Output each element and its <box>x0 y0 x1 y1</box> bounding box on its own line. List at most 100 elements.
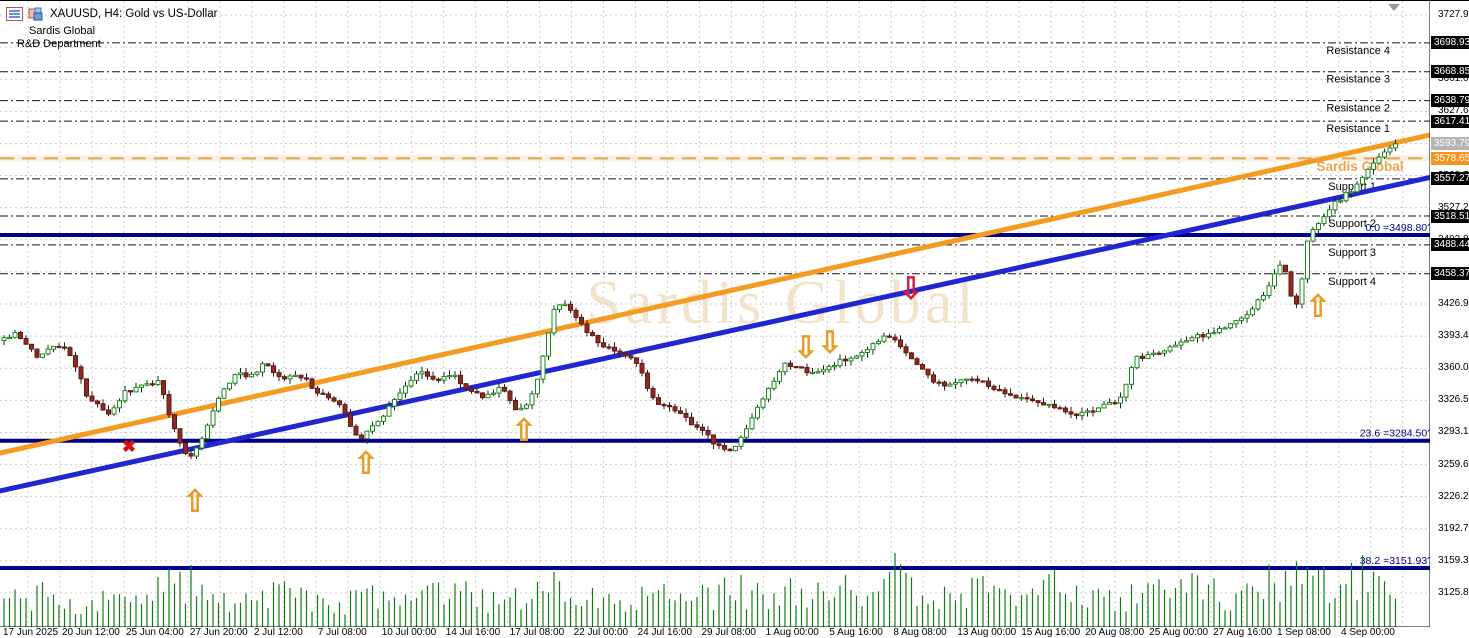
candle-down <box>326 393 331 399</box>
candle-down <box>991 385 997 391</box>
candle-down <box>315 387 320 394</box>
candle-up <box>1167 346 1173 352</box>
chart-type-icon[interactable] <box>28 7 45 21</box>
candle-down <box>480 392 485 399</box>
candle-down <box>95 400 100 405</box>
candle-up <box>397 392 403 401</box>
candle-up <box>1145 353 1151 359</box>
candle-down <box>931 374 936 383</box>
candle-down <box>1057 407 1063 410</box>
candle-down <box>606 346 612 349</box>
candle-down <box>18 331 23 339</box>
candle-up <box>1261 294 1266 301</box>
candle-up <box>216 397 221 412</box>
time-axis-label: 20 Aug 08:00 <box>1085 627 1145 638</box>
candle-down <box>628 355 634 359</box>
candle-up <box>1162 350 1167 354</box>
up-arrow-marker[interactable]: ⇧ <box>511 414 536 447</box>
down-arrow-marker[interactable]: ⇩ <box>898 272 923 305</box>
candle-down <box>689 416 694 426</box>
candle-up <box>238 372 243 376</box>
candle-down <box>694 424 700 428</box>
time-axis-label: 2 Jul 12:00 <box>253 627 303 638</box>
candle-down <box>1140 355 1145 359</box>
time-axis-label: 29 Jul 08:00 <box>701 627 757 638</box>
candle-up <box>1123 383 1129 398</box>
quotes-list-icon[interactable] <box>6 7 23 21</box>
candle-down <box>799 366 804 369</box>
candle-up <box>1365 168 1371 178</box>
candle-up <box>260 363 265 373</box>
time-axis-label: 25 Jun 04:00 <box>125 627 184 638</box>
candle-up <box>1382 151 1387 158</box>
candle-up <box>1354 183 1360 193</box>
level-label: Support 4 <box>1328 276 1376 288</box>
fib-label: 0.0 =3498.80? <box>1366 222 1434 234</box>
candle-down <box>1074 413 1079 417</box>
candle-down <box>1024 397 1030 400</box>
candle-down <box>1030 398 1035 402</box>
price-tick-label: 3259.65 <box>1438 458 1469 470</box>
candle-down <box>986 380 991 387</box>
time-axis-label: 7 Jul 08:00 <box>317 627 367 638</box>
time-axis[interactable]: 17 Jun 2025 20 Jun 12:00 25 Jun 04:00 27 Ju… <box>0 627 1469 638</box>
candle-down <box>1008 393 1013 396</box>
up-arrow-marker[interactable]: ⇧ <box>1305 290 1330 323</box>
price-axis[interactable]: 3727.953694.503661.053627.603594.153560.… <box>1430 1 1469 627</box>
candle-down <box>458 374 463 385</box>
candle-down <box>920 364 925 370</box>
volume-layer <box>3 553 1397 627</box>
level-price-badge: 3698.93 <box>1431 36 1469 50</box>
candle-down <box>1063 407 1068 413</box>
trendline-blue-uptrend[interactable] <box>0 174 1433 494</box>
candle-down <box>914 358 920 366</box>
time-axis-label: 17 Jun 2025 <box>3 627 59 638</box>
candle-down <box>436 378 441 381</box>
candle-down <box>650 387 656 399</box>
candle-down <box>672 406 678 412</box>
candle-up <box>485 393 491 399</box>
candle-up <box>392 399 397 407</box>
down-arrow-marker[interactable]: ⇩ <box>793 331 818 364</box>
level-price-badge: 3638.79 <box>1431 94 1469 108</box>
candle-up <box>881 335 887 342</box>
trendline-orange-uptrend[interactable] <box>0 132 1433 456</box>
down-arrow-marker[interactable]: ⇩ <box>817 326 842 359</box>
symbol-title: XAUUSD, H4: Gold vs US-Dollar <box>50 8 218 20</box>
candle-up <box>447 374 452 378</box>
candle-up <box>1151 352 1156 355</box>
candle-up <box>1360 176 1365 185</box>
candle-down <box>243 372 249 378</box>
candle-down <box>29 343 34 350</box>
watermark-small-text: Sardis Global <box>1316 159 1403 174</box>
candle-up <box>1206 333 1211 338</box>
candle-up <box>953 382 958 385</box>
candle-down <box>568 303 573 311</box>
candle-up <box>1239 317 1244 322</box>
up-arrow-marker[interactable]: ⇧ <box>182 485 207 518</box>
chart-shift-triangle-icon[interactable] <box>1388 4 1400 11</box>
candle-up <box>1371 162 1376 170</box>
candle-up <box>557 304 562 311</box>
level-label: Support 3 <box>1328 247 1376 259</box>
candle-down <box>590 332 595 336</box>
candle-down <box>898 339 903 348</box>
cross-marker[interactable]: ✖ <box>122 437 136 456</box>
candle-down <box>1068 411 1074 415</box>
candle-up <box>1255 299 1261 310</box>
candle-down <box>73 355 78 368</box>
price-tick-label: 3125.85 <box>1438 587 1469 599</box>
time-axis-label: 20 Jun 12:00 <box>62 627 120 638</box>
time-axis-label: 1 Aug 00:00 <box>765 627 819 638</box>
candle-down <box>804 366 810 374</box>
up-arrow-marker[interactable]: ⇧ <box>353 447 378 480</box>
time-axis-label: 25 Aug 00:00 <box>1149 627 1209 638</box>
candle-up <box>1343 192 1349 202</box>
candle-down <box>601 342 606 348</box>
candle-up <box>1222 327 1228 330</box>
time-axis-label: 1 Sep 08:00 <box>1277 627 1331 638</box>
candle-up <box>755 406 760 419</box>
candle-up <box>1321 216 1327 225</box>
candle-up <box>535 378 540 395</box>
